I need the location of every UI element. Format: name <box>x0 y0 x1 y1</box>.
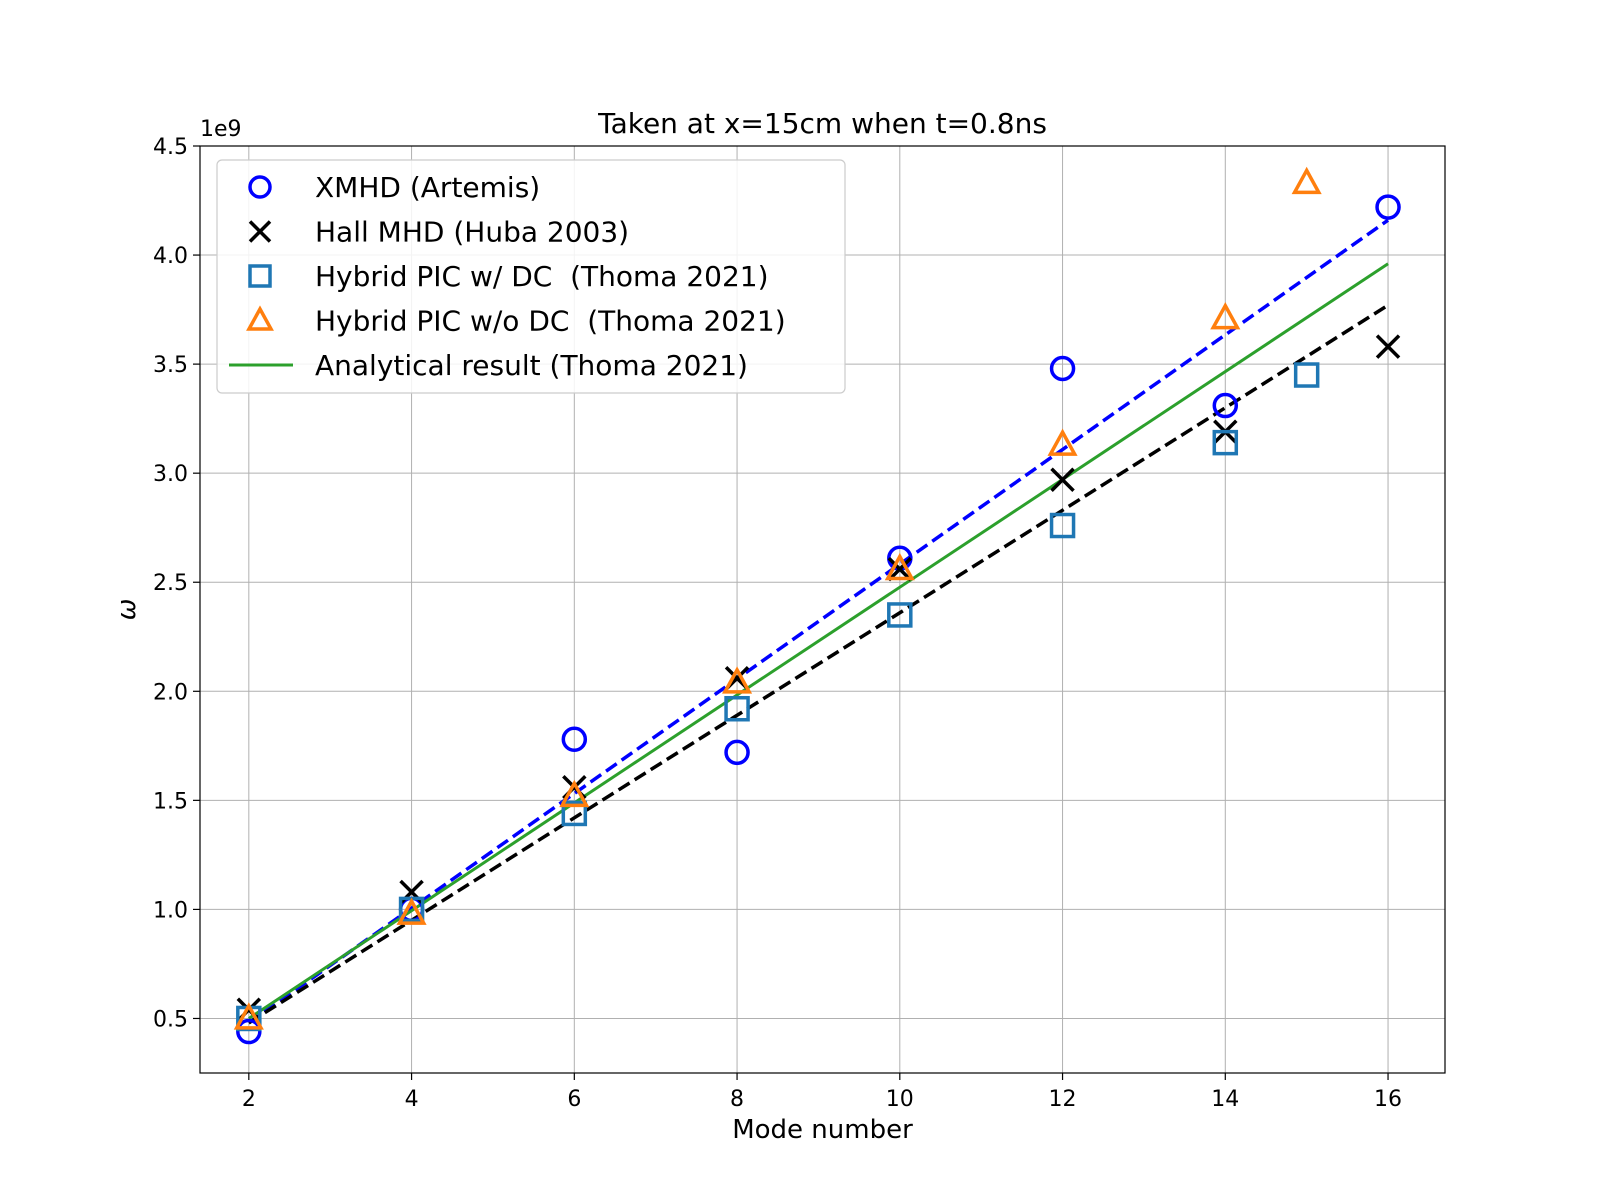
x-tick-label: 14 <box>1211 1087 1239 1112</box>
y-tick-label: 4.5 <box>153 135 188 160</box>
y-axis-scale-label: 1e9 <box>200 117 242 142</box>
legend-marker-x <box>248 220 272 243</box>
data-point-circle <box>1212 392 1239 419</box>
y-tick-label: 0.5 <box>153 1007 188 1032</box>
data-point-x <box>1050 467 1075 492</box>
x-tick-label: 8 <box>730 1087 744 1112</box>
legend-label: Hybrid PIC w/ DC (Thoma 2021) <box>315 260 769 293</box>
data-point-circle <box>561 726 588 753</box>
tick-marks: 2 4 6 8 10 12 14 16 0.5 1.0 1.5 2.0 2.5 3.0 3.5 4.0 4.5 <box>153 135 1402 1112</box>
x-tick-label: 12 <box>1049 1087 1077 1112</box>
x-tick-label: 4 <box>405 1087 419 1112</box>
legend-label: XMHD (Artemis) <box>315 171 540 204</box>
data-point-square <box>724 695 750 722</box>
data-point-triangle <box>884 552 915 581</box>
data-point-x <box>887 556 913 582</box>
fit-lines <box>247 218 1390 1025</box>
y-tick-label: 1.5 <box>153 789 188 814</box>
series-3 <box>233 166 1322 1030</box>
plot-area-frame <box>199 145 1446 1074</box>
x-tick-label: 10 <box>886 1087 914 1112</box>
data-point-triangle <box>233 1002 264 1030</box>
data-point-circle <box>1049 355 1076 382</box>
y-tick-label: 2.5 <box>153 571 188 596</box>
data-point-square <box>1293 362 1320 388</box>
y-tick-label: 4.0 <box>153 244 188 269</box>
analytical-line <box>247 262 1389 1020</box>
data-point-square <box>561 800 588 827</box>
y-tick-label: 3.5 <box>153 353 188 378</box>
y-axis-title: ω <box>112 599 142 621</box>
data-point-square <box>1049 512 1076 539</box>
data-point-square <box>887 602 913 628</box>
data-point-triangle <box>559 779 590 808</box>
fit-line <box>247 303 1389 1025</box>
data-point-circle <box>1375 194 1401 220</box>
x-tick-label: 2 <box>242 1087 256 1112</box>
series-4 <box>247 262 1389 1020</box>
data-point-triangle <box>721 666 753 694</box>
legend-label: Hybrid PIC w/o DC (Thoma 2021) <box>315 305 786 338</box>
data-point-triangle <box>1291 166 1322 195</box>
y-tick-label: 2.0 <box>153 680 188 705</box>
legend-label: Analytical result (Thoma 2021) <box>315 349 748 382</box>
y-tick-label: 1.0 <box>153 898 188 923</box>
data-point-triangle <box>1047 428 1078 456</box>
legend-box <box>216 159 846 394</box>
legend-marker-circle <box>248 175 272 199</box>
fit-line <box>247 218 1390 1025</box>
x-axis-title: Mode number <box>732 1115 913 1145</box>
series-layer <box>233 166 1401 1045</box>
y-tick-label: 3.0 <box>153 462 188 487</box>
data-point-square <box>1212 429 1239 456</box>
x-tick-label: 6 <box>567 1087 581 1112</box>
legend: XMHD (Artemis) Hall MHD (Huba 2003) Hybrid… <box>216 159 846 394</box>
data-point-triangle <box>1210 302 1241 330</box>
data-point-triangle <box>396 897 427 925</box>
legend-marker-square <box>248 264 272 288</box>
chart-title: Taken at x=15cm when t=0.8ns <box>597 107 1047 140</box>
x-tick-label: 16 <box>1374 1087 1402 1112</box>
data-point-circle <box>724 739 750 766</box>
data-point-circle <box>236 1018 262 1045</box>
legend-label: Hall MHD (Huba 2003) <box>315 216 629 249</box>
legend-marker-triangle <box>246 305 274 331</box>
data-point-x <box>1375 334 1401 359</box>
